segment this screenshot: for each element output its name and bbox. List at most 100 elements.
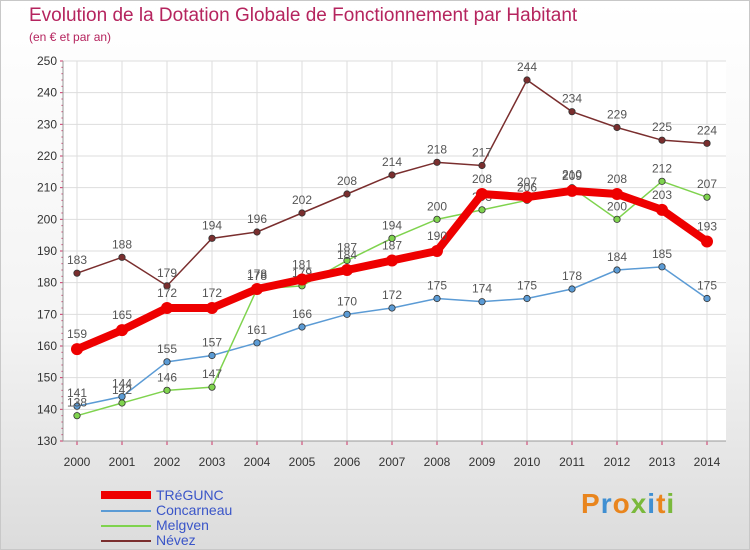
data-label-trgunc-2000: 159 bbox=[67, 327, 87, 341]
point-concarneau-2005 bbox=[298, 323, 306, 331]
data-label-melgven-2000: 138 bbox=[67, 396, 87, 410]
data-label-melgven-2001: 142 bbox=[112, 383, 132, 397]
point-nvez-2006 bbox=[343, 190, 351, 198]
logo-letter: i bbox=[666, 488, 676, 519]
point-concarneau-2006 bbox=[343, 310, 351, 318]
data-label-nvez-2006: 208 bbox=[337, 174, 357, 188]
x-tick-label: 2004 bbox=[244, 455, 271, 469]
point-concarneau-2011 bbox=[568, 285, 576, 293]
data-label-concarneau-2009: 174 bbox=[472, 282, 492, 296]
point-melgven-2006 bbox=[343, 256, 351, 265]
point-trgunc-2005 bbox=[296, 273, 308, 286]
logo-letter: r bbox=[600, 488, 613, 519]
point-concarneau-2012 bbox=[613, 266, 621, 274]
data-label-concarneau-2008: 175 bbox=[427, 279, 447, 293]
x-tick-label: 2006 bbox=[334, 455, 361, 469]
y-tick-label: 210 bbox=[37, 181, 57, 195]
x-tick-label: 2014 bbox=[694, 455, 721, 469]
legend-swatch-nvez bbox=[101, 540, 151, 542]
point-trgunc-2013 bbox=[656, 203, 668, 216]
data-label-nvez-2001: 188 bbox=[112, 237, 132, 251]
point-nvez-2005 bbox=[298, 209, 306, 217]
point-trgunc-2008 bbox=[431, 245, 443, 257]
data-label-melgven-2012: 200 bbox=[607, 199, 627, 213]
x-tick-label: 2008 bbox=[424, 455, 451, 469]
point-nvez-2013 bbox=[658, 136, 666, 144]
data-label-melgven-2013: 212 bbox=[652, 161, 672, 175]
legend-swatch-trgunc bbox=[101, 491, 151, 499]
data-label-concarneau-2004: 161 bbox=[247, 323, 267, 337]
data-label-nvez-2008: 218 bbox=[427, 142, 447, 156]
y-tick-label: 240 bbox=[37, 86, 57, 100]
data-label-trgunc-2004: 178 bbox=[247, 267, 267, 281]
data-label-nvez-2005: 202 bbox=[292, 193, 312, 207]
point-trgunc-2010 bbox=[521, 191, 533, 204]
logo-letter: x bbox=[630, 488, 648, 519]
y-tick-label: 130 bbox=[37, 434, 57, 448]
y-tick-label: 220 bbox=[37, 149, 57, 163]
point-trgunc-2000 bbox=[71, 343, 83, 356]
point-concarneau-2009 bbox=[478, 298, 486, 306]
point-nvez-2003 bbox=[208, 234, 216, 242]
point-nvez-2001 bbox=[118, 253, 126, 261]
y-tick-label: 160 bbox=[37, 339, 57, 353]
data-label-nvez-2007: 214 bbox=[382, 155, 402, 169]
point-trgunc-2012 bbox=[611, 188, 623, 200]
data-label-concarneau-2013: 185 bbox=[652, 247, 672, 261]
point-nvez-2010 bbox=[523, 76, 531, 84]
data-label-trgunc-2011: 209 bbox=[562, 169, 582, 183]
data-label-melgven-2011: 210 bbox=[562, 168, 582, 182]
point-melgven-2000 bbox=[73, 412, 81, 420]
point-concarneau-2004 bbox=[253, 339, 261, 347]
chart-subtitle: (en € et par an) bbox=[29, 30, 112, 44]
data-label-nvez-2012: 229 bbox=[607, 108, 627, 122]
y-tick-label: 140 bbox=[37, 402, 57, 416]
data-label-trgunc-2003: 172 bbox=[202, 286, 222, 300]
logo-letter: t bbox=[656, 488, 667, 519]
data-label-nvez-2009: 217 bbox=[472, 146, 492, 160]
point-melgven-2008 bbox=[433, 215, 441, 223]
point-concarneau-2014 bbox=[703, 294, 711, 303]
data-label-concarneau-2006: 170 bbox=[337, 294, 357, 308]
point-melgven-2013 bbox=[658, 177, 666, 185]
data-label-trgunc-2014: 193 bbox=[697, 220, 717, 234]
point-melgven-2009 bbox=[478, 206, 486, 214]
y-tick-label: 230 bbox=[37, 117, 57, 131]
point-melgven-2002 bbox=[163, 386, 171, 394]
point-concarneau-2013 bbox=[658, 263, 666, 271]
y-tick-label: 250 bbox=[37, 54, 57, 68]
point-nvez-2011 bbox=[568, 108, 576, 116]
data-label-nvez-2002: 179 bbox=[157, 266, 177, 280]
y-tick-label: 150 bbox=[37, 371, 57, 385]
point-trgunc-2011 bbox=[566, 184, 578, 197]
data-label-nvez-2014: 224 bbox=[697, 123, 717, 137]
chart-title: Evolution de la Dotation Globale de Fonc… bbox=[29, 5, 578, 26]
data-label-trgunc-2007: 187 bbox=[382, 239, 402, 253]
data-label-trgunc-2001: 165 bbox=[112, 308, 132, 322]
point-concarneau-2010 bbox=[523, 294, 531, 303]
logo-letter: i bbox=[647, 488, 657, 519]
data-label-melgven-2008: 200 bbox=[427, 199, 447, 213]
data-label-concarneau-2003: 157 bbox=[202, 336, 222, 350]
data-label-concarneau-2005: 166 bbox=[292, 307, 312, 321]
point-nvez-2008 bbox=[433, 158, 441, 166]
x-tick-label: 2007 bbox=[379, 455, 406, 469]
x-tick-label: 2002 bbox=[154, 455, 181, 469]
x-tick-label: 2013 bbox=[649, 455, 676, 469]
legend-label-nvez: Névez bbox=[156, 532, 196, 548]
legend-swatch-melgven bbox=[101, 525, 151, 527]
data-label-concarneau-2007: 172 bbox=[382, 288, 402, 302]
data-label-trgunc-2008: 190 bbox=[427, 229, 447, 243]
point-trgunc-2007 bbox=[386, 254, 398, 267]
data-label-concarneau-2014: 175 bbox=[697, 279, 717, 293]
point-melgven-2007 bbox=[388, 234, 396, 242]
data-label-trgunc-2006: 184 bbox=[337, 248, 357, 262]
y-tick-label: 190 bbox=[37, 244, 57, 258]
point-trgunc-2009 bbox=[476, 188, 488, 200]
x-tick-label: 2010 bbox=[514, 455, 541, 469]
data-label-concarneau-2000: 141 bbox=[67, 386, 87, 400]
legend-label-melgven: Melgven bbox=[156, 517, 209, 533]
data-label-melgven-2004: 178 bbox=[247, 269, 267, 283]
point-nvez-2009 bbox=[478, 161, 486, 170]
